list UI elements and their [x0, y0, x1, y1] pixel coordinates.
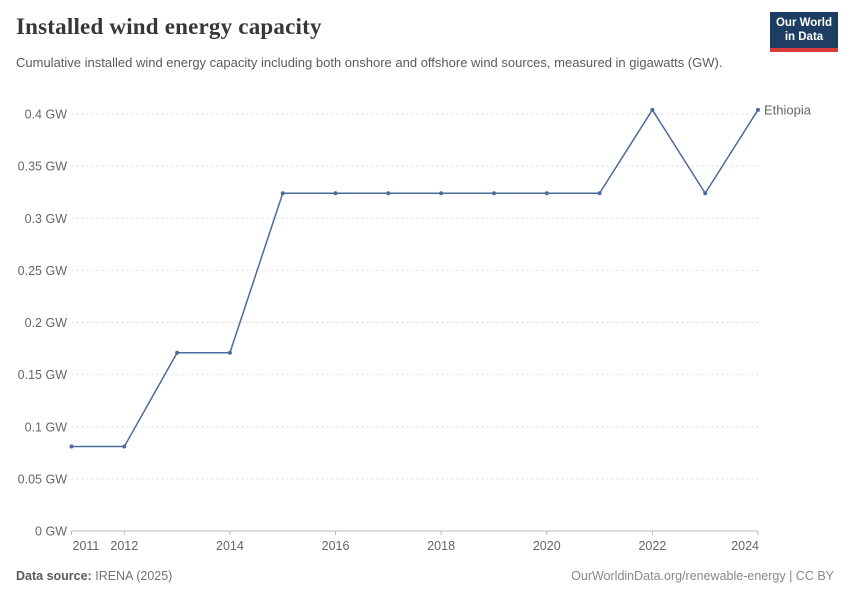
y-axis-label: 0.25 GW: [18, 264, 68, 278]
x-axis-label: 2014: [216, 539, 244, 553]
attribution-link[interactable]: OurWorldinData.org/renewable-energy | CC…: [571, 569, 834, 583]
data-point[interactable]: [227, 350, 232, 355]
x-axis-label: 2024: [731, 539, 759, 553]
x-axis-label: 2018: [427, 539, 455, 553]
data-point[interactable]: [491, 191, 496, 196]
y-axis-label: 0.05 GW: [18, 472, 68, 486]
data-point[interactable]: [122, 444, 127, 449]
data-source-value: IRENA (2025): [95, 569, 173, 583]
series-line[interactable]: [70, 109, 759, 448]
data-point[interactable]: [597, 191, 602, 196]
x-axis-label: 2011: [73, 539, 100, 553]
data-point[interactable]: [756, 107, 760, 112]
series-ethiopia[interactable]: Ethiopia: [69, 102, 812, 449]
data-point[interactable]: [69, 444, 74, 449]
x-axis-label: 2016: [322, 539, 350, 553]
y-axis-label: 0.2 GW: [25, 316, 68, 330]
data-source: Data source: IRENA (2025): [16, 569, 172, 583]
y-axis-label: 0 GW: [35, 525, 67, 539]
data-point[interactable]: [175, 350, 180, 355]
data-point[interactable]: [439, 191, 444, 196]
data-point[interactable]: [386, 191, 391, 196]
page-title: Installed wind energy capacity: [16, 14, 322, 39]
x-axis-label: 2020: [533, 539, 561, 553]
data-source-label: Data source:: [16, 569, 92, 583]
logo-line1: Our World: [775, 17, 832, 29]
y-axis-label: 0.15 GW: [18, 368, 68, 382]
data-point[interactable]: [333, 191, 338, 196]
x-axis-label: 2012: [110, 539, 138, 553]
x-axis-label: 2022: [638, 539, 666, 553]
data-point[interactable]: [650, 107, 655, 112]
entity-label[interactable]: Ethiopia: [764, 102, 812, 117]
y-axis-label: 0.4 GW: [25, 108, 68, 122]
y-axis-label: 0.35 GW: [18, 160, 68, 174]
data-point[interactable]: [703, 191, 708, 196]
y-axis-label: 0.3 GW: [25, 212, 68, 226]
owid-logo[interactable]: Our World in Data: [770, 12, 838, 52]
chart-subtitle: Cumulative installed wind energy capacit…: [16, 55, 723, 70]
data-point[interactable]: [544, 191, 549, 196]
data-point[interactable]: [280, 191, 285, 196]
logo-line2: in Data: [784, 31, 824, 44]
y-axis-label: 0.1 GW: [25, 420, 68, 434]
